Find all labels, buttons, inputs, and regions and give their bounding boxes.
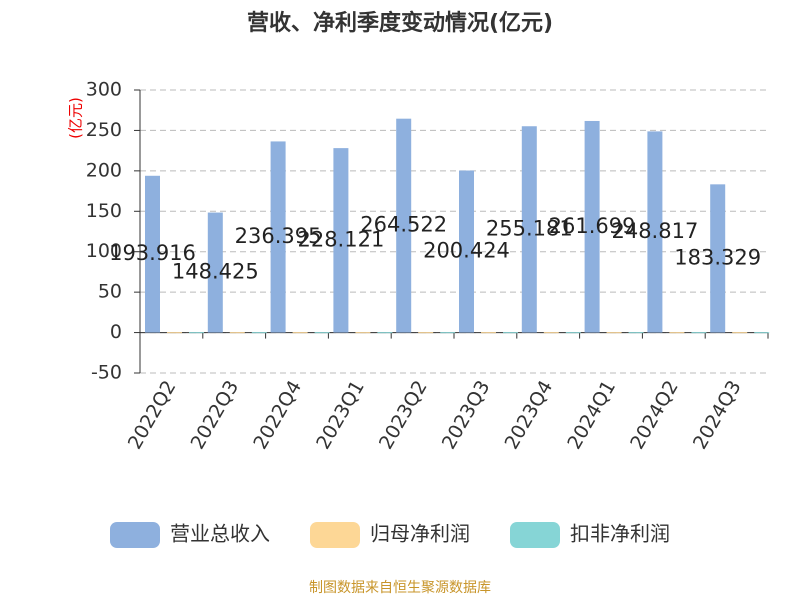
bar <box>167 332 182 334</box>
bar <box>440 332 456 334</box>
value-label: 228.121 <box>297 227 384 251</box>
bar <box>145 175 160 333</box>
x-tick-label: 2022Q2 <box>124 377 181 453</box>
legend-swatch <box>310 522 360 548</box>
value-label: 200.424 <box>423 239 510 263</box>
value-label: 183.329 <box>674 245 761 269</box>
bar <box>459 170 474 333</box>
bar <box>377 332 393 334</box>
y-tick-label: 200 <box>86 159 122 181</box>
bar <box>229 332 245 334</box>
y-tick-label: 100 <box>86 240 122 262</box>
x-tick-label: 2023Q2 <box>375 377 432 453</box>
bar <box>584 120 600 333</box>
bar <box>647 131 663 333</box>
y-tick-label: 0 <box>110 321 122 343</box>
value-label: 148.425 <box>172 260 259 284</box>
bar <box>521 126 537 333</box>
bar <box>710 184 726 333</box>
y-tick-label: 50 <box>98 281 122 303</box>
x-tick-label: 2024Q3 <box>689 377 746 453</box>
bar <box>314 332 330 334</box>
y-tick-label: 300 <box>86 79 122 101</box>
bar <box>396 118 412 333</box>
x-tick-label: 2022Q3 <box>187 377 244 453</box>
bar <box>189 332 204 334</box>
y-tick-label: 150 <box>86 200 122 222</box>
y-tick-label: 250 <box>86 119 122 141</box>
x-tick-label: 2024Q2 <box>626 377 683 453</box>
bar <box>270 141 286 333</box>
bar <box>669 332 685 334</box>
value-label: 236.395 <box>235 224 322 248</box>
legend-swatch <box>510 522 560 548</box>
value-label: 248.817 <box>611 219 698 243</box>
bar <box>503 332 518 334</box>
x-tick-label: 2023Q4 <box>501 377 558 453</box>
value-label: 255.181 <box>486 216 573 240</box>
value-label: 193.916 <box>109 241 196 265</box>
bar <box>732 332 748 334</box>
bar <box>355 332 371 334</box>
source-note: 制图数据来自恒生聚源数据库 <box>309 580 491 596</box>
bar <box>565 332 581 334</box>
bar <box>418 332 434 334</box>
x-tick-label: 2024Q1 <box>563 377 620 453</box>
legend-swatch <box>110 522 160 548</box>
chart-title: 营收、净利季度变动情况(亿元) <box>247 10 553 36</box>
x-tick-label: 2023Q1 <box>312 377 369 453</box>
y-axis-label: (亿元) <box>67 97 85 139</box>
bar <box>691 332 707 334</box>
value-label: 264.522 <box>360 213 447 237</box>
bar <box>207 212 223 333</box>
x-tick-label: 2023Q3 <box>438 377 495 453</box>
bar <box>628 332 644 334</box>
y-tick-label: -50 <box>91 362 122 384</box>
bar <box>543 332 559 334</box>
bar <box>251 332 267 334</box>
bar <box>481 332 496 334</box>
bar <box>754 332 770 334</box>
bar <box>292 332 308 334</box>
bar <box>333 148 349 333</box>
legend-label: 扣非净利润 <box>570 522 670 546</box>
value-label: 261.699 <box>549 214 636 238</box>
legend-label: 营业总收入 <box>170 522 270 546</box>
legend-label: 归母净利润 <box>370 522 470 546</box>
x-tick-label: 2022Q4 <box>249 377 306 453</box>
bar <box>606 332 622 334</box>
